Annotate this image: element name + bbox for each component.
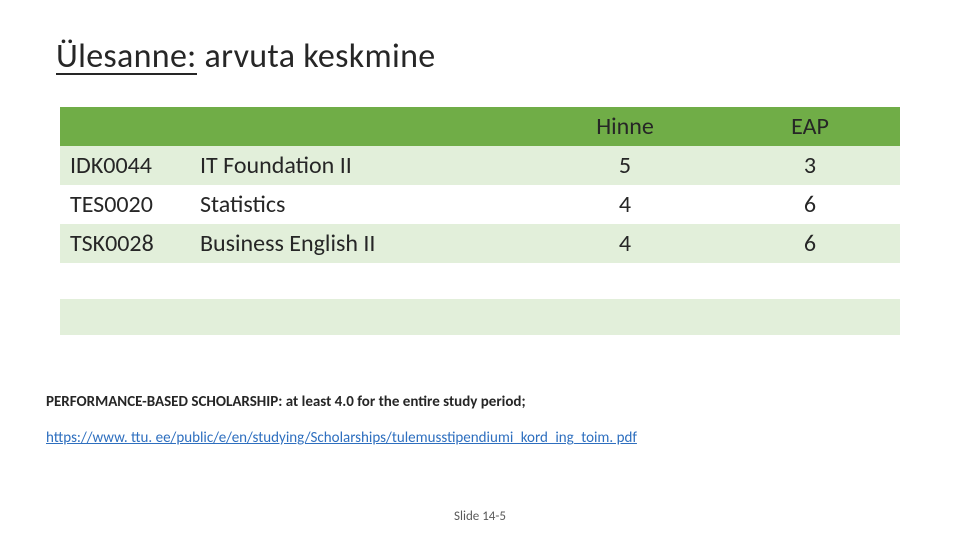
cell-code <box>60 299 190 335</box>
cell-eap: 3 <box>720 146 900 185</box>
performance-note: PERFORMANCE-BASED SCHOLARSHIP: at least … <box>46 393 904 411</box>
cell-eap: 6 <box>720 185 900 224</box>
table-row <box>60 299 900 335</box>
cell-eap <box>720 263 900 299</box>
cell-code: IDK0044 <box>60 146 190 185</box>
title-rest: arvuta keskmine <box>197 36 436 77</box>
grades-table: Hinne EAP IDK0044 IT Foundation II 5 3 T… <box>60 107 900 335</box>
col-header-code <box>60 107 190 146</box>
col-header-name <box>190 107 530 146</box>
cell-code: TES0020 <box>60 185 190 224</box>
cell-name: Business English II <box>190 224 530 263</box>
cell-name: IT Foundation II <box>190 146 530 185</box>
table-row: TES0020 Statistics 4 6 <box>60 185 900 224</box>
cell-name <box>190 263 530 299</box>
table-row <box>60 263 900 299</box>
cell-eap <box>720 299 900 335</box>
cell-name <box>190 299 530 335</box>
source-link[interactable]: https://www. ttu. ee/public/e/en/studyin… <box>46 429 637 447</box>
slide: Ülesanne: arvuta keskmine Hinne EAP IDK0… <box>0 0 960 540</box>
cell-grade: 4 <box>530 185 720 224</box>
slide-title: Ülesanne: arvuta keskmine <box>56 36 904 77</box>
cell-eap: 6 <box>720 224 900 263</box>
col-header-eap: EAP <box>720 107 900 146</box>
table-header-row: Hinne EAP <box>60 107 900 146</box>
cell-grade: 5 <box>530 146 720 185</box>
cell-code <box>60 263 190 299</box>
cell-name: Statistics <box>190 185 530 224</box>
slide-number: Slide 14-5 <box>454 509 506 524</box>
cell-grade <box>530 263 720 299</box>
cell-code: TSK0028 <box>60 224 190 263</box>
table-row: IDK0044 IT Foundation II 5 3 <box>60 146 900 185</box>
cell-grade: 4 <box>530 224 720 263</box>
col-header-grade: Hinne <box>530 107 720 146</box>
title-lead: Ülesanne: <box>56 36 197 77</box>
table-row: TSK0028 Business English II 4 6 <box>60 224 900 263</box>
cell-grade <box>530 299 720 335</box>
